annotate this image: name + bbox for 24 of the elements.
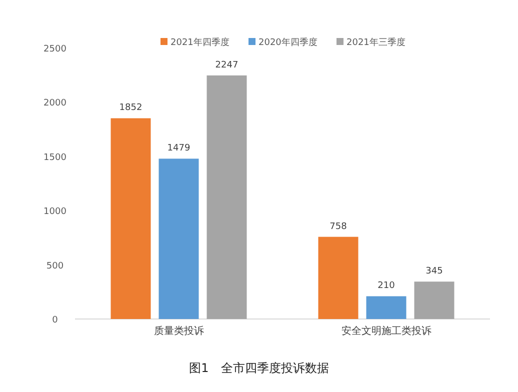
bar: [206, 75, 247, 319]
text: 图1 全市四季度投诉数据: [189, 361, 329, 375]
data-label: 1852: [119, 103, 142, 114]
legend-label: 2021年四季度: [170, 37, 230, 48]
data-label: 210: [378, 281, 396, 292]
bar: [366, 296, 406, 319]
bar: [110, 118, 151, 319]
data-label: 1479: [167, 144, 190, 154]
data-label: 758: [330, 222, 348, 232]
legend-label: 2020年四季度: [258, 37, 318, 48]
legend-label: 2021年三季度: [346, 37, 406, 48]
y-tick-label: 0: [52, 316, 58, 326]
y-tick-label: 2000: [44, 98, 67, 109]
y-tick-label: 500: [46, 261, 64, 272]
y-tick-label: 1000: [44, 207, 67, 218]
x-tick-label: 质量类投诉: [154, 325, 204, 337]
y-tick-label: 1500: [44, 152, 67, 163]
bar: [158, 158, 199, 319]
x-tick-label: 安全文明施工类投诉: [341, 325, 432, 337]
bar: [414, 282, 454, 319]
data-label: 345: [426, 266, 443, 277]
y-tick-label: 2500: [44, 44, 67, 54]
data-label: 2247: [215, 60, 238, 70]
bar: [318, 236, 358, 319]
